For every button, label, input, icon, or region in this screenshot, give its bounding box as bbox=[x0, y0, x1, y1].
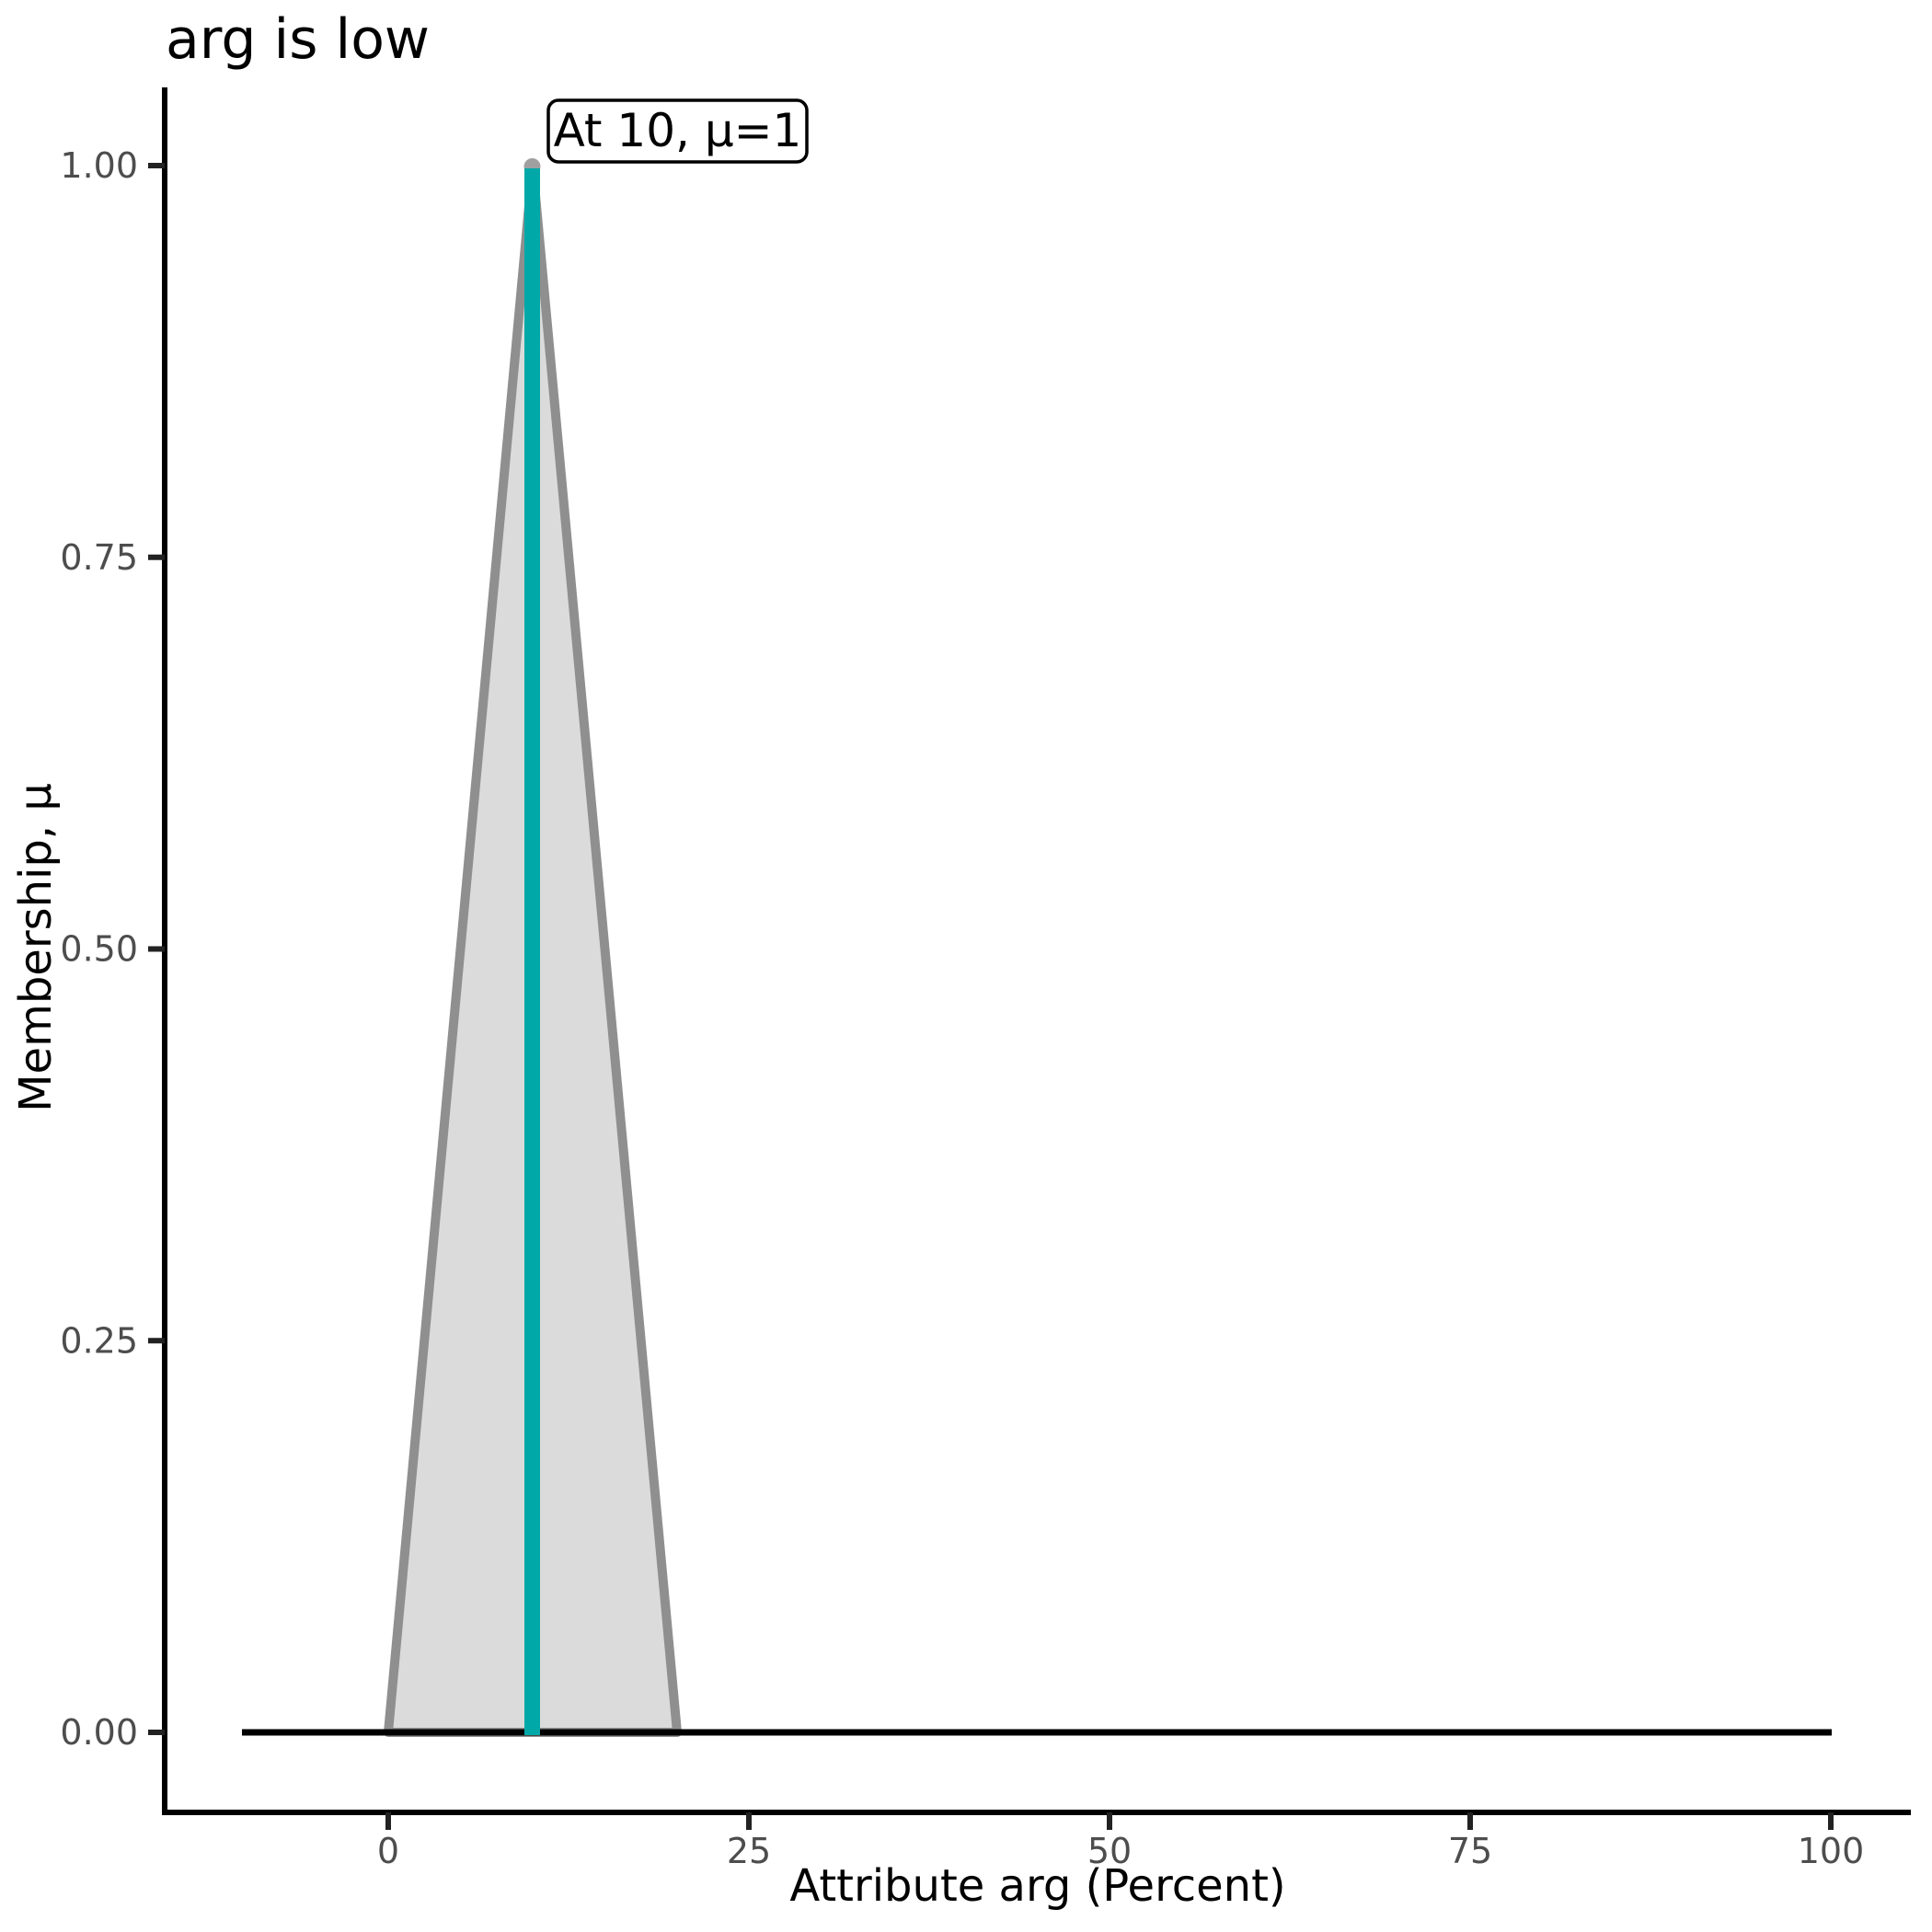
annotation-label: At 10, μ=1 bbox=[554, 104, 802, 157]
y-axis-title: Membership, μ bbox=[10, 783, 62, 1112]
y-tick-label-0.75: 0.75 bbox=[60, 537, 138, 578]
y-tick-label-0.00: 0.00 bbox=[60, 1712, 138, 1753]
x-tick-label-100: 100 bbox=[1798, 1831, 1865, 1871]
x-tick-label-25: 25 bbox=[727, 1831, 771, 1871]
y-tick-label-0.50: 0.50 bbox=[60, 929, 138, 970]
x-axis-title: Attribute arg (Percent) bbox=[789, 1860, 1285, 1912]
annotation-box bbox=[546, 98, 809, 164]
chart-title: arg is low bbox=[166, 7, 430, 72]
x-tick-label-50: 50 bbox=[1087, 1831, 1132, 1871]
x-tick-label-0: 0 bbox=[377, 1831, 399, 1871]
x-tick-label-75: 75 bbox=[1448, 1831, 1492, 1871]
y-tick-label-0.25: 0.25 bbox=[60, 1320, 138, 1361]
y-tick-label-1.00: 1.00 bbox=[60, 145, 138, 186]
